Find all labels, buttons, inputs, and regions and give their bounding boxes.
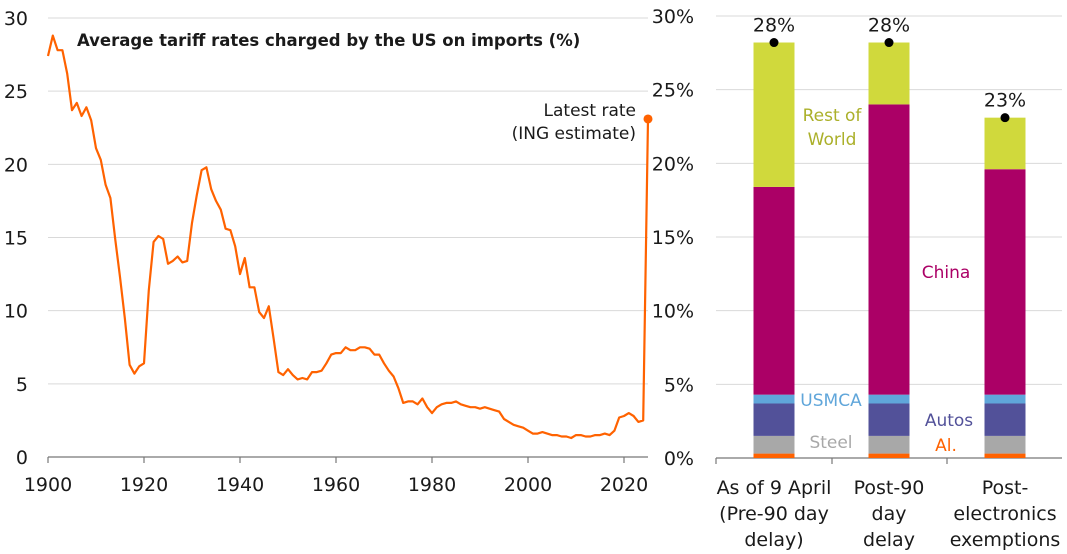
bar-segment-rest-of-world	[984, 117, 1026, 170]
category-label: electronics	[953, 503, 1056, 525]
right-y-tick-label: 5%	[664, 374, 694, 396]
bar-total-markers: 28% 28% 23%	[753, 15, 1026, 123]
left-y-tick-label: 10	[4, 301, 28, 323]
bar-total-marker	[769, 38, 779, 48]
bar-segment-steel	[753, 435, 795, 454]
category-label: exemptions	[950, 529, 1061, 551]
bar-segment-autos	[984, 403, 1026, 436]
bar-total-label: 28%	[868, 15, 910, 37]
left-y-tick-label: 15	[4, 228, 28, 250]
bar-segment-usmca	[868, 394, 910, 404]
bar-segment-china	[868, 104, 910, 395]
category-label: delay)	[744, 529, 803, 551]
bar-segment-rest-of-world	[868, 42, 910, 105]
latest-rate-annotation-line2: (ING estimate)	[512, 124, 636, 144]
bar-total-marker	[884, 38, 894, 48]
left-x-tick-label: 1920	[120, 474, 168, 496]
right-y-axis: 0% 5% 10% 15% 20% 25% 30%	[652, 6, 694, 470]
left-chart-title: Average tariff rates charged by the US o…	[77, 31, 580, 50]
bar-segment-autos	[868, 403, 910, 436]
left-x-tick-label: 1900	[24, 474, 72, 496]
left-x-tick-label: 2020	[600, 474, 648, 496]
left-y-tick-label: 25	[4, 81, 28, 103]
category-label: day	[872, 503, 907, 525]
bar-segment-rest-of-world	[753, 42, 795, 187]
right-x-axis	[715, 457, 1062, 464]
right-y-tick-label: 25%	[652, 80, 694, 102]
left-y-tick-label: 20	[4, 154, 28, 176]
bar-segment-al	[868, 453, 910, 458]
bar-total-marker	[1000, 113, 1010, 123]
right-y-tick-label: 30%	[652, 6, 694, 28]
bar-segment-steel	[984, 435, 1026, 454]
category-label: Post-90	[854, 477, 925, 499]
bar-segment-china	[753, 186, 795, 395]
left-x-tick-label: 2000	[504, 474, 552, 496]
bar-segment-steel	[868, 435, 910, 454]
left-gridlines	[48, 17, 648, 385]
series-label-steel: Steel	[809, 433, 852, 453]
right-y-tick-label: 0%	[664, 448, 694, 470]
left-x-tick-label: 1960	[312, 474, 360, 496]
bar-segment-autos	[753, 403, 795, 436]
left-y-tick-label: 0	[16, 447, 28, 469]
left-x-tick-label: 1980	[408, 474, 456, 496]
latest-rate-marker	[643, 114, 653, 124]
right-y-tick-label: 15%	[652, 227, 694, 249]
series-label-al: Al.	[935, 436, 957, 456]
left-x-axis: 1900 1920 1940 1960 1980 2000 2020	[24, 456, 648, 496]
stacked-bars	[753, 42, 1026, 458]
category-label: delay	[863, 529, 915, 551]
category-label: Post-	[982, 477, 1029, 499]
bar-total-label: 28%	[753, 15, 795, 37]
right-y-tick-label: 10%	[652, 301, 694, 323]
left-y-axis: 0 5 10 15 20 25 30	[4, 8, 28, 469]
bar-segment-al	[753, 453, 795, 458]
series-label-autos: Autos	[925, 411, 973, 431]
left-y-tick-label: 30	[4, 8, 28, 30]
left-x-tick-label: 1940	[216, 474, 264, 496]
tariff-line-series	[46, 34, 650, 440]
bar-segment-usmca	[753, 394, 795, 404]
series-label-china: China	[922, 263, 971, 283]
series-label-rest-of-world-2: World	[808, 130, 857, 150]
bar-total-label: 23%	[984, 90, 1026, 112]
category-label: As of 9 April	[717, 477, 832, 499]
category-label: (Pre-90 day	[719, 503, 829, 525]
bar-segment-china	[984, 169, 1026, 395]
series-label-usmca: USMCA	[800, 391, 862, 411]
right-y-tick-label: 20%	[652, 153, 694, 175]
category-labels: As of 9 April (Pre-90 day delay) Post-90 day…	[717, 477, 1061, 551]
series-label-rest-of-world-1: Rest of	[803, 106, 863, 126]
bar-segment-usmca	[984, 394, 1026, 404]
latest-rate-annotation-line1: Latest rate	[544, 101, 636, 121]
bar-segment-al	[984, 453, 1026, 458]
left-y-tick-label: 5	[16, 374, 28, 396]
